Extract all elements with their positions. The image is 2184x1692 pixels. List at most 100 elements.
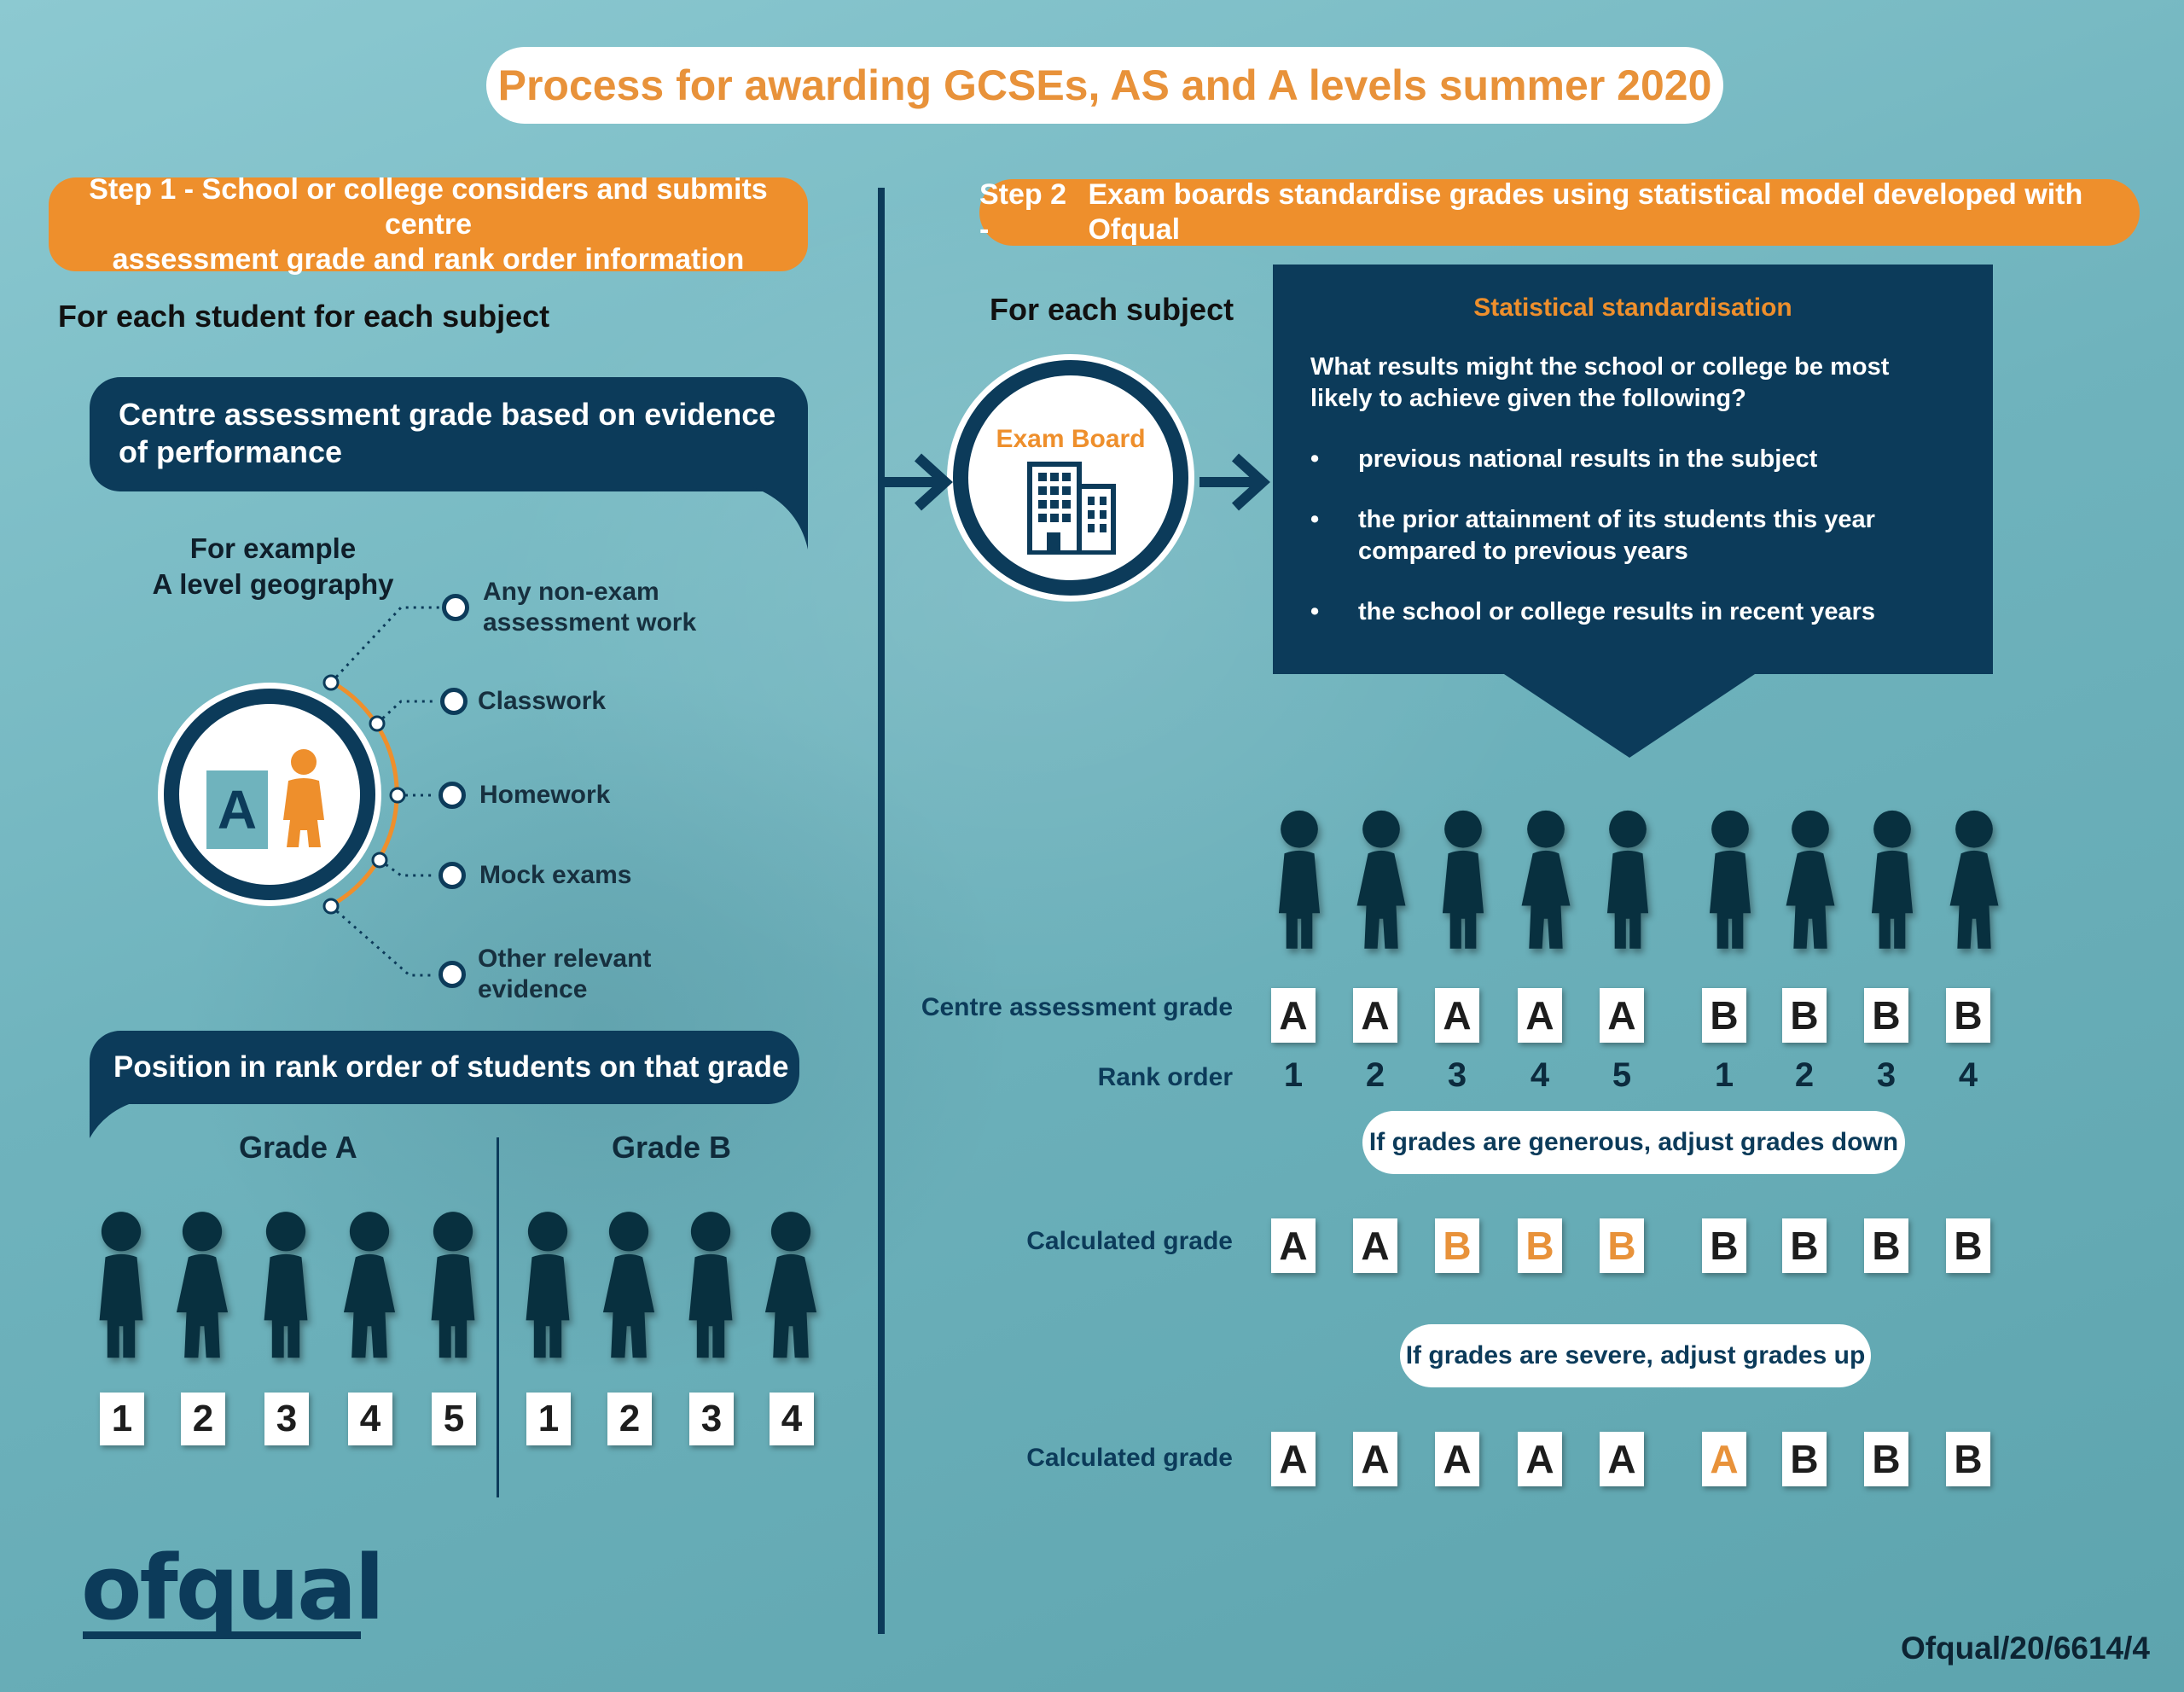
grade-b-title: Grade B [612, 1130, 732, 1165]
centre-grade-box: B [1782, 988, 1827, 1043]
generous-note: If grades are generous, adjust grades do… [1362, 1111, 1905, 1174]
calculated-grade-label: Calculated grade [1026, 1444, 1233, 1472]
centre-grade-box: B [1946, 988, 1990, 1043]
centre-grade-row-label: Centre assessment grade [921, 993, 1233, 1021]
student-silhouette-icon [1944, 799, 2004, 968]
rank-order-number: 5 [1612, 1056, 1632, 1094]
student-silhouette-icon [1351, 799, 1411, 968]
student-grade-circle: A [158, 683, 381, 906]
stat-panel-pointer [1502, 672, 1757, 758]
step2-prefix: Step 2 - [979, 178, 1067, 246]
centre-grade-box: B [1864, 988, 1908, 1043]
rank-order-row-label: Rank order [1097, 1063, 1233, 1091]
evidence-ring [439, 961, 466, 988]
building-icon [1027, 462, 1116, 555]
ofqual-logo: ofqual [81, 1536, 385, 1640]
calculated-grade-up-box: A [1271, 1432, 1316, 1486]
connector-1 [329, 606, 448, 684]
calculated-grade-down-box: B [1435, 1218, 1479, 1273]
stat-factor-list: previous national results in the subject… [1310, 444, 1955, 628]
evidence-item-label: Classwork [478, 687, 607, 715]
student-silhouette-icon [338, 1205, 401, 1373]
centre-grade-box: A [1353, 988, 1397, 1043]
centre-grade-box: B [1702, 988, 1746, 1043]
logo-underline [83, 1631, 361, 1639]
centre-grade-box: A [1271, 988, 1316, 1043]
step1-line1: School or college considers and submits … [201, 172, 768, 241]
student-silhouette-icon [516, 1205, 579, 1373]
calculated-grade-down-box: B [1946, 1218, 1990, 1273]
calculated-grade-down-box: B [1702, 1218, 1746, 1273]
reference-code: Ofqual/20/6614/4 [1900, 1631, 2150, 1666]
rank-number-box: 2 [181, 1393, 225, 1445]
example-line1: For example [189, 532, 357, 564]
connector-4 [379, 858, 435, 877]
rank-number-box: 1 [526, 1393, 571, 1445]
centre-grade-box: A [1518, 988, 1562, 1043]
stat-title: Statistical standardisation [1473, 294, 1792, 322]
evidence-ring [440, 688, 468, 715]
student-silhouette-icon [759, 1205, 822, 1373]
rank-order-number: 4 [1530, 1056, 1550, 1094]
calculated-grade-down-box: B [1782, 1218, 1827, 1273]
rank-number-box: 4 [348, 1393, 392, 1445]
arc-dot [371, 852, 388, 869]
student-silhouette-icon [254, 1205, 317, 1373]
statistical-standardisation-panel: Statistical standardisation What results… [1273, 265, 1993, 674]
centre-grade-box: A [1600, 988, 1644, 1043]
student-silhouette-icon [1516, 799, 1576, 968]
arc-dot [322, 674, 340, 691]
rank-order-number: 1 [1714, 1056, 1734, 1094]
rank-order-bubble: Position in rank order of students on th… [90, 1031, 799, 1104]
connector-2 [375, 700, 435, 725]
page-title: Process for awarding GCSEs, AS and A lev… [486, 47, 1723, 124]
calculated-grade-up-box: B [1864, 1432, 1908, 1486]
calculated-grade-down-box: B [1600, 1218, 1644, 1273]
rank-number-box: 4 [770, 1393, 814, 1445]
calculated-grade-up-box: B [1782, 1432, 1827, 1486]
exam-board-label: Exam Board [996, 425, 1146, 453]
evidence-ring [439, 862, 466, 889]
step2-banner: Step 2 - Exam boards standardise grades … [979, 178, 2140, 246]
calculated-grade-up-box: A [1518, 1432, 1562, 1486]
severe-note: If grades are severe, adjust grades up [1400, 1324, 1871, 1387]
evidence-item-label: Homework [479, 781, 611, 809]
student-silhouette-icon [1269, 799, 1329, 968]
connector-5 [330, 904, 435, 977]
student-silhouette-icon [1862, 799, 1922, 968]
stat-factor: previous national results in the subject [1310, 444, 1955, 475]
evidence-connectors [322, 606, 448, 977]
student-silhouette-icon [679, 1205, 742, 1373]
student-icon [283, 749, 324, 847]
rank-number-box: 2 [607, 1393, 652, 1445]
arc-dot [322, 898, 340, 915]
calculated-grade-down-box: B [1518, 1218, 1562, 1273]
step2-text: Exam boards standardise grades using sta… [1088, 178, 2083, 246]
evidence-item-label: Other relevant evidence [478, 945, 652, 1003]
student-silhouette-icon [171, 1205, 234, 1373]
rank-order-number: 4 [1958, 1056, 1978, 1094]
rank-order-number: 2 [1794, 1056, 1815, 1094]
step1-banner: Step 1 - School or college considers and… [49, 173, 808, 276]
example-caption: For example A level geography [128, 531, 418, 602]
step1-subheading: For each student for each subject [58, 299, 550, 334]
rank-number-box: 3 [264, 1393, 309, 1445]
evidence-item-label: Any non-exam assessment work [483, 578, 697, 637]
calculated-grade-label: Calculated grade [1026, 1227, 1233, 1255]
calculated-grade-down-box: B [1864, 1218, 1908, 1273]
calculated-grade-up-box: B [1946, 1432, 1990, 1486]
evidence-ring [442, 594, 469, 621]
student-silhouette-icon [421, 1205, 485, 1373]
rank-number-box: 1 [100, 1393, 144, 1445]
calculated-grade-down-box: A [1353, 1218, 1397, 1273]
arrow-to-standardisation [1199, 453, 1270, 511]
step1-line2: assessment grade and rank order informat… [112, 242, 745, 276]
calculated-grade-up-box: A [1702, 1432, 1746, 1486]
rank-order-number: 2 [1365, 1056, 1385, 1094]
student-silhouette-icon [597, 1205, 660, 1373]
grade-a-card: A [206, 770, 268, 849]
center-divider [878, 188, 885, 1634]
exam-board-circle: Exam Board [947, 354, 1194, 602]
example-line2: A level geography [152, 568, 394, 600]
